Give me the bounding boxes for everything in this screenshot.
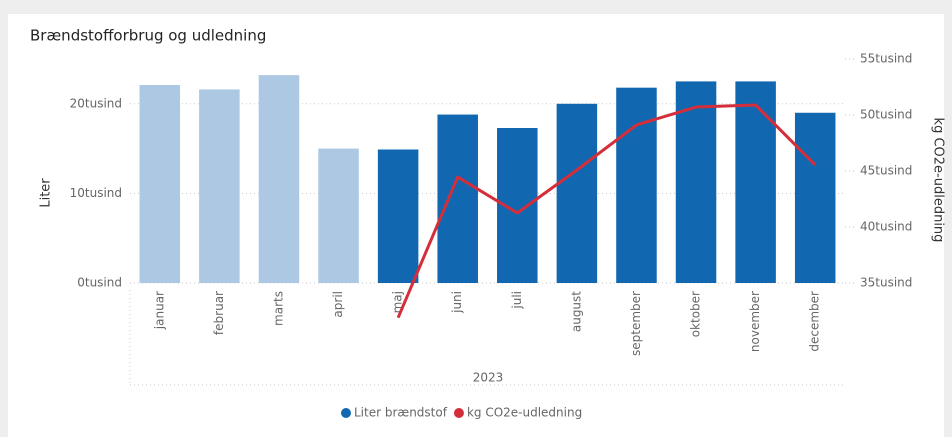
x-tick-label: marts: [271, 291, 285, 326]
y-tick-label: 20tusind: [70, 96, 122, 110]
x-tick-label: september: [629, 291, 643, 356]
y2-tick-label: 35tusind: [860, 276, 912, 290]
bar: [735, 81, 776, 284]
y-tick-label: 0tusind: [77, 276, 122, 290]
y2-tick-label: 50tusind: [860, 108, 912, 122]
bar: [675, 81, 717, 284]
x-axis-title: 2023: [473, 371, 504, 385]
y2-axis-title: kg CO2e-udledning: [931, 118, 946, 243]
y2-tick-label: 45tusind: [860, 164, 912, 178]
bar: [437, 114, 478, 283]
legend-label: Liter brændstof: [354, 406, 448, 420]
y-tick-label: 10tusind: [70, 186, 122, 200]
bar: [616, 87, 657, 283]
bar: [377, 149, 419, 283]
legend-marker: [341, 408, 351, 418]
bar: [556, 103, 598, 283]
bar: [794, 112, 836, 283]
x-tick-label: november: [748, 291, 762, 352]
bar: [199, 89, 240, 284]
y-axis-title: Liter: [39, 178, 54, 208]
line: [396, 103, 817, 319]
x-tick-label: august: [569, 291, 583, 332]
bar: [139, 84, 181, 283]
x-tick-label: april: [331, 291, 345, 318]
x-tick-label: januar: [152, 291, 166, 330]
y2-tick-label: 55tusind: [860, 52, 912, 66]
chart-title: Brændstofforbrug og udledning: [30, 27, 266, 45]
legend-marker: [453, 408, 464, 418]
bar: [258, 75, 300, 284]
bar: [318, 148, 359, 283]
y2-tick-label: 40tusind: [860, 220, 912, 234]
x-tick-label: december: [808, 291, 822, 352]
x-tick-label: juli: [510, 291, 524, 310]
x-tick-label: februar: [212, 291, 226, 335]
legend-label: kg CO2e-udledning: [467, 406, 582, 420]
x-tick-label: juni: [450, 291, 464, 314]
x-tick-label: oktober: [689, 291, 703, 337]
